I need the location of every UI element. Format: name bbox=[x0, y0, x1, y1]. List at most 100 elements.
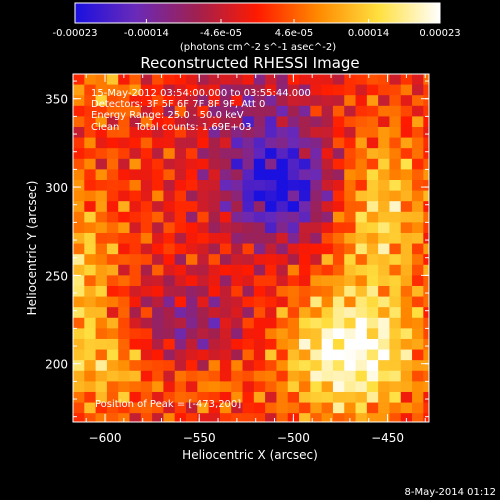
heatmap-cell bbox=[253, 360, 266, 372]
heatmap-cell bbox=[276, 338, 289, 351]
heatmap-cell bbox=[174, 148, 187, 160]
heatmap-cell bbox=[253, 126, 266, 139]
heatmap-cell bbox=[423, 360, 429, 372]
heatmap-cell bbox=[389, 275, 402, 287]
heatmap-cell bbox=[378, 137, 391, 149]
heatmap-cell bbox=[231, 158, 244, 170]
heatmap-cell bbox=[344, 179, 357, 192]
heatmap-cell bbox=[400, 190, 413, 202]
heatmap-cell bbox=[73, 190, 85, 202]
heatmap-cell bbox=[208, 254, 221, 266]
heatmap-cell bbox=[299, 84, 311, 96]
heatmap-cell bbox=[174, 232, 187, 245]
heatmap-cell bbox=[140, 190, 153, 202]
heatmap-cell bbox=[163, 402, 176, 414]
heatmap-cell bbox=[140, 74, 153, 86]
heatmap-cell bbox=[332, 201, 345, 213]
heatmap-cell bbox=[435, 392, 447, 403]
heatmap-cell bbox=[84, 349, 97, 361]
heatmap-cell bbox=[140, 402, 153, 414]
annotation-detectors: Detectors: 3F 5F 6F 7F 8F 9F, Att 0 bbox=[91, 99, 265, 110]
heatmap-cell bbox=[242, 169, 255, 181]
heatmap-cell bbox=[140, 95, 153, 107]
heatmap-cell bbox=[253, 179, 266, 192]
heatmap-cell bbox=[355, 148, 368, 160]
heatmap-cell bbox=[208, 169, 221, 181]
heatmap-cell bbox=[106, 285, 119, 298]
heatmap-cell bbox=[366, 338, 379, 351]
heatmap-cell bbox=[118, 126, 131, 139]
heatmap-cell bbox=[321, 285, 334, 298]
heatmap-cell bbox=[332, 360, 345, 372]
heatmap-cell bbox=[231, 424, 243, 435]
heatmap-cell bbox=[389, 137, 402, 149]
x-axis-label: Heliocentric X (arcsec) bbox=[182, 448, 318, 462]
heatmap-cell bbox=[197, 391, 210, 404]
heatmap-cell bbox=[355, 338, 368, 351]
heatmap-cell bbox=[389, 328, 402, 340]
heatmap-cell bbox=[400, 360, 413, 372]
heatmap-cell bbox=[219, 275, 232, 287]
heatmap-cell bbox=[389, 413, 402, 422]
heatmap-cell bbox=[321, 307, 334, 319]
heatmap-cell bbox=[174, 137, 187, 149]
heatmap-cell bbox=[321, 232, 334, 245]
heatmap-cell bbox=[253, 317, 266, 329]
heatmap-cell bbox=[355, 370, 368, 382]
heatmap-cell bbox=[208, 349, 221, 361]
heatmap-cell bbox=[152, 232, 165, 245]
heatmap-cell bbox=[152, 179, 165, 192]
heatmap-cell bbox=[174, 105, 187, 117]
heatmap-cell bbox=[321, 158, 334, 170]
heatmap-cell bbox=[265, 232, 278, 245]
heatmap-cell bbox=[197, 402, 210, 414]
heatmap-cell bbox=[310, 190, 323, 202]
heatmap-cell bbox=[435, 328, 447, 339]
heatmap-cell bbox=[163, 190, 176, 202]
heatmap-cell bbox=[423, 190, 429, 202]
heatmap-cell bbox=[242, 370, 255, 382]
heatmap-cell bbox=[265, 317, 278, 329]
heatmap-cell bbox=[265, 190, 278, 202]
heatmap-cell bbox=[400, 95, 413, 107]
heatmap-cell bbox=[321, 190, 334, 202]
heatmap-cell bbox=[355, 285, 368, 298]
heatmap-cell bbox=[332, 232, 345, 245]
heatmap-cell bbox=[219, 328, 232, 340]
heatmap-cell bbox=[208, 275, 221, 287]
heatmap-cell bbox=[355, 391, 368, 404]
heatmap-cell bbox=[265, 391, 278, 404]
heatmap-cell bbox=[95, 74, 108, 86]
heatmap-cell bbox=[265, 137, 278, 149]
heatmap-cell bbox=[412, 391, 424, 404]
heatmap-cell bbox=[265, 381, 278, 393]
heatmap-cell bbox=[231, 232, 244, 245]
heatmap-cell bbox=[435, 339, 447, 350]
heatmap-cell bbox=[253, 370, 266, 382]
heatmap-cell bbox=[310, 381, 323, 393]
heatmap-cell bbox=[152, 84, 165, 96]
heatmap-cell bbox=[197, 158, 210, 170]
heatmap-cell bbox=[378, 201, 391, 213]
heatmap-cell bbox=[344, 264, 357, 276]
heatmap-cell bbox=[287, 190, 300, 202]
heatmap-cell bbox=[73, 148, 85, 160]
heatmap-cell bbox=[140, 285, 153, 298]
heatmap-cell bbox=[106, 84, 119, 96]
heatmap-cell bbox=[253, 190, 266, 202]
heatmap-cell bbox=[435, 233, 447, 244]
heatmap-cell bbox=[186, 402, 198, 414]
heatmap-cell bbox=[219, 169, 232, 181]
heatmap-cell bbox=[265, 296, 278, 308]
heatmap-cell bbox=[106, 222, 119, 234]
heatmap-cell bbox=[231, 391, 244, 404]
heatmap-cell bbox=[106, 116, 119, 128]
heatmap-cell bbox=[355, 126, 368, 139]
heatmap-cell bbox=[287, 307, 300, 319]
heatmap-cell bbox=[208, 413, 221, 422]
heatmap-cell bbox=[253, 158, 266, 170]
heatmap-cell bbox=[310, 391, 323, 404]
heatmap-cell bbox=[174, 116, 187, 128]
heatmap-cell bbox=[84, 275, 97, 287]
heatmap-cell bbox=[412, 232, 424, 245]
